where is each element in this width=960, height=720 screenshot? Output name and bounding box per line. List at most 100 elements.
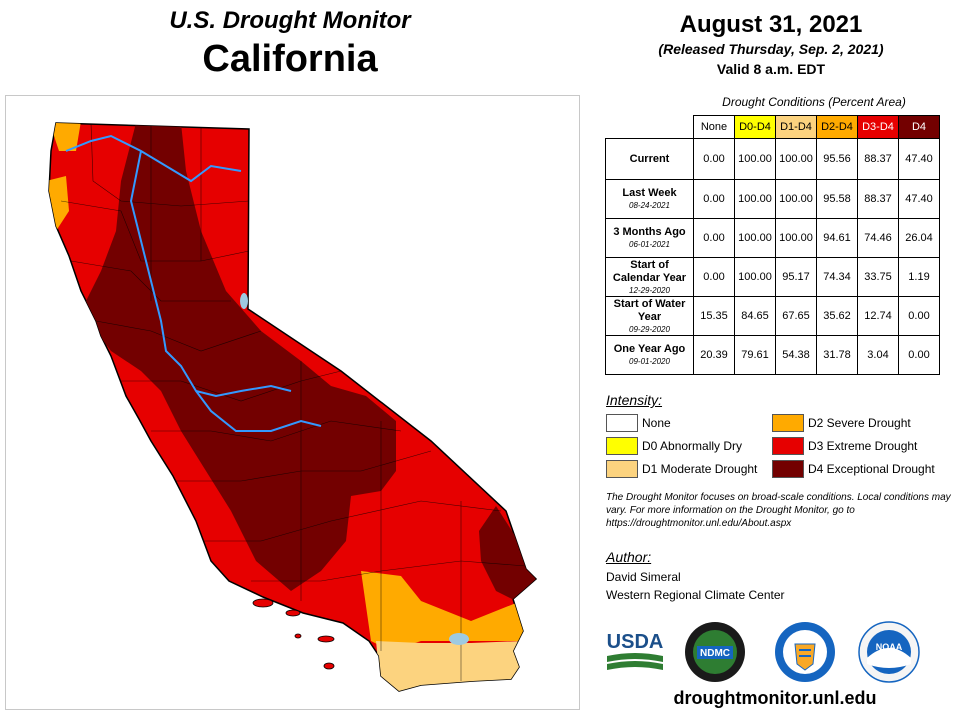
channel-island <box>317 635 335 643</box>
row-label-text: Last Week <box>622 187 677 199</box>
table-cell: 1.19 <box>898 257 940 297</box>
table-cell: 12.74 <box>857 296 899 336</box>
author-title: Author: <box>606 549 652 565</box>
california-map <box>48 122 538 692</box>
row-label: 3 Months Ago 06-01-2021 <box>605 218 694 258</box>
legend-swatch <box>606 414 638 432</box>
table-row-3-months: 3 Months Ago 06-01-2021 0.00 100.00 100.0… <box>605 218 940 258</box>
row-label: Last Week 08-24-2021 <box>605 179 694 219</box>
row-date: 06-01-2021 <box>629 240 670 249</box>
table-cell: 0.00 <box>693 179 735 219</box>
table-cell: 100.00 <box>734 218 776 258</box>
table-cell: 47.40 <box>898 179 940 219</box>
usda-logo-graphic: USDA <box>607 631 664 670</box>
legend-title: Intensity: <box>606 392 663 408</box>
row-label-text: One Year Ago <box>613 343 686 355</box>
table-cell: 0.00 <box>898 296 940 336</box>
col-header-none: None <box>693 115 735 139</box>
legend-label: D2 Severe Drought <box>808 416 911 430</box>
table-cell: 100.00 <box>775 138 817 180</box>
table-row-current: Current 0.00 100.00 100.00 95.56 88.37 4… <box>605 138 940 180</box>
table-cell: 100.00 <box>734 257 776 297</box>
table-cell: 100.00 <box>775 179 817 219</box>
date-block: August 31, 2021 (Released Thursday, Sep.… <box>596 10 946 80</box>
author-org: Western Regional Climate Center <box>606 588 785 602</box>
usda-logo: USDA <box>605 628 665 672</box>
legend-swatch <box>606 460 638 478</box>
table-cell: 0.00 <box>898 335 940 375</box>
table-cell: 88.37 <box>857 138 899 180</box>
legend-swatch <box>772 460 804 478</box>
d2-region-northwest <box>49 123 81 151</box>
noaa-logo: NOAA <box>857 620 921 684</box>
table-cell: 95.56 <box>816 138 858 180</box>
d2-region-south <box>361 571 526 651</box>
table-cell: 15.35 <box>693 296 735 336</box>
legend-label: D4 Exceptional Drought <box>808 462 935 476</box>
website-link[interactable]: droughtmonitor.unl.edu <box>673 688 877 708</box>
table-header-row: None D0-D4 D1-D4 D2-D4 D3-D4 D4 <box>605 115 940 139</box>
table-row-one-year: One Year Ago 09-01-2020 20.39 79.61 54.38… <box>605 335 940 375</box>
table-caption: Drought Conditions (Percent Area) <box>722 95 906 109</box>
table-cell: 0.00 <box>693 218 735 258</box>
table-cell: 74.46 <box>857 218 899 258</box>
drought-conditions-table: None D0-D4 D1-D4 D2-D4 D3-D4 D4 Current … <box>605 115 940 375</box>
river-san-joaquin <box>195 384 292 398</box>
salton-sea <box>449 633 469 645</box>
col-header-d3-d4: D3-D4 <box>857 115 899 139</box>
table-cell: 54.38 <box>775 335 817 375</box>
drought-map <box>5 95 580 710</box>
table-cell: 79.61 <box>734 335 776 375</box>
col-header-d4: D4 <box>898 115 940 139</box>
legend-label: D0 Abnormally Dry <box>642 439 743 453</box>
channel-island <box>294 633 302 639</box>
table-cell: 94.61 <box>816 218 858 258</box>
d1-region-south <box>376 641 523 691</box>
legend-swatch <box>606 437 638 455</box>
table-cell: 84.65 <box>734 296 776 336</box>
row-label-text: Start of Water Year <box>613 297 686 323</box>
row-date: 09-01-2020 <box>629 357 670 366</box>
row-label-text: 3 Months Ago <box>613 226 686 238</box>
lake-tahoe <box>240 293 248 309</box>
row-label: Start of Calendar Year 12-29-2020 <box>605 257 694 297</box>
legend-label: None <box>642 416 671 430</box>
table-cell: 100.00 <box>734 138 776 180</box>
col-header-d0-d4: D0-D4 <box>734 115 776 139</box>
table-cell: 3.04 <box>857 335 899 375</box>
col-header-d2-d4: D2-D4 <box>816 115 858 139</box>
sacramento-river <box>129 150 322 432</box>
row-date: 09-29-2020 <box>629 324 670 334</box>
table-cell: 0.00 <box>693 257 735 297</box>
ndmc-logo: NDMC <box>683 620 747 684</box>
row-label: Current <box>605 138 694 180</box>
commerce-seal-graphic <box>775 622 835 682</box>
author-name: David Simeral <box>606 570 681 584</box>
usda-logo-text: USDA <box>607 631 664 653</box>
d4-region-east <box>479 506 536 601</box>
ndmc-logo-graphic: NDMC <box>685 622 745 682</box>
table-cell: 88.37 <box>857 179 899 219</box>
table-row-last-week: Last Week 08-24-2021 0.00 100.00 100.00 9… <box>605 179 940 219</box>
map-date: August 31, 2021 <box>679 11 863 38</box>
table-row-water-year: Start of Water Year 09-29-2020 15.35 84.6… <box>605 296 940 336</box>
legend-label: D3 Extreme Drought <box>808 439 918 453</box>
table-cell: 74.34 <box>816 257 858 297</box>
table-cell: 47.40 <box>898 138 940 180</box>
disclaimer-note: The Drought Monitor focuses on broad-sca… <box>606 492 951 529</box>
map-subtitle: U.S. Drought Monitor <box>169 7 411 34</box>
legend-swatch <box>772 414 804 432</box>
table-cell: 31.78 <box>816 335 858 375</box>
row-label-text: Current <box>629 152 670 165</box>
col-header-d1-d4: D1-D4 <box>775 115 817 139</box>
table-cell: 26.04 <box>898 218 940 258</box>
channel-island <box>323 662 335 670</box>
table-cell: 20.39 <box>693 335 735 375</box>
row-label: Start of Water Year 09-29-2020 <box>605 296 694 336</box>
table-cell: 100.00 <box>734 179 776 219</box>
legend-label: D1 Moderate Drought <box>642 462 758 476</box>
table-corner <box>605 115 694 139</box>
channel-island <box>252 598 274 608</box>
row-label-text: Start of Calendar Year <box>612 258 687 284</box>
table-cell: 35.62 <box>816 296 858 336</box>
